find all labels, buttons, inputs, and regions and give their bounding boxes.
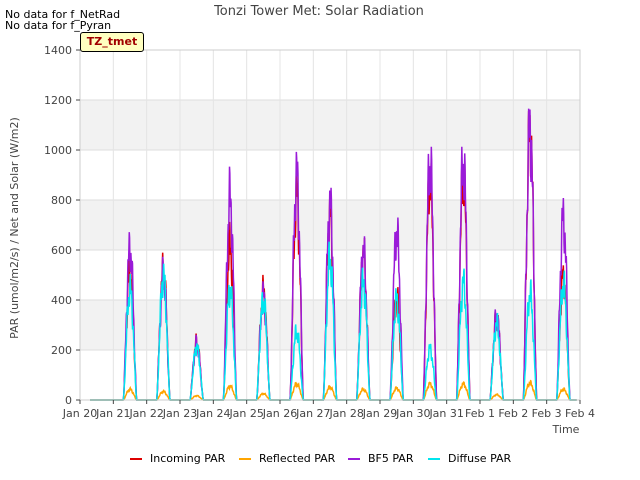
y-tick-label: 0 [65, 394, 72, 407]
x-tick-label: Jan 28 [328, 407, 363, 420]
x-tick-label: Jan 30 [395, 407, 430, 420]
x-tick-label: Feb 2 [498, 407, 528, 420]
legend-item-incoming-par: Incoming PAR [130, 452, 225, 465]
x-tick-label: Jan 25 [228, 407, 263, 420]
x-tick-label: Feb 3 [532, 407, 562, 420]
y-tick-label: 1200 [44, 94, 72, 107]
plot-band [80, 100, 580, 150]
plot-frame [79, 49, 581, 401]
no-data-note-netrad: No data for f_NetRad [5, 8, 121, 21]
x-tick-label: Jan 26 [262, 407, 297, 420]
chart-title: Tonzi Tower Met: Solar Radiation [213, 4, 424, 19]
y-tick-label: 400 [51, 294, 72, 307]
legend-item-bf5-par: BF5 PAR [348, 452, 413, 465]
legend-label: Incoming PAR [150, 452, 226, 465]
axes [79, 49, 581, 401]
x-axis-label: Time [552, 423, 580, 436]
legend-label: Reflected PAR [259, 452, 336, 465]
y-axis-label: PAR (umol/m2/s) / Net and Solar (W/m2) [8, 117, 21, 339]
legend-label: Diffuse PAR [448, 452, 512, 465]
x-tick-label: Jan 20 [62, 407, 97, 420]
x-tick-label: Feb 1 [465, 407, 495, 420]
plot-band [80, 300, 580, 350]
x-tick-label: Jan 31 [428, 407, 463, 420]
legend-swatch [239, 457, 251, 460]
x-tick-label: Jan 21 [95, 407, 130, 420]
y-tick-label: 1000 [44, 144, 72, 157]
site-tag: TZ_tmet [80, 32, 144, 52]
y-tick-label: 200 [51, 344, 72, 357]
y-tick-label: 800 [51, 194, 72, 207]
legend-item-reflected-par: Reflected PAR [239, 452, 335, 465]
no-data-note-pyran: No data for f_Pyran [5, 19, 112, 32]
x-tick-label: Jan 22 [128, 407, 163, 420]
x-tick-label: Feb 4 [565, 407, 595, 420]
y-axis-ticks: 0 200 400 600 800 1000 1200 1400 [44, 44, 80, 407]
legend: Incoming PAR Reflected PAR BF5 PAR Diffu… [0, 452, 640, 472]
legend-swatch [130, 457, 142, 460]
y-tick-label: 1400 [44, 44, 72, 57]
legend-swatch [348, 457, 360, 460]
legend-label: BF5 PAR [368, 452, 414, 465]
legend-item-diffuse-par: Diffuse PAR [428, 452, 511, 465]
legend-swatch [428, 457, 440, 460]
x-tick-label: Jan 23 [162, 407, 197, 420]
x-tick-label: Jan 29 [362, 407, 397, 420]
x-tick-label: Jan 24 [195, 407, 230, 420]
plot-background [80, 50, 580, 400]
x-tick-label: Jan 27 [295, 407, 330, 420]
y-tick-label: 600 [51, 244, 72, 257]
